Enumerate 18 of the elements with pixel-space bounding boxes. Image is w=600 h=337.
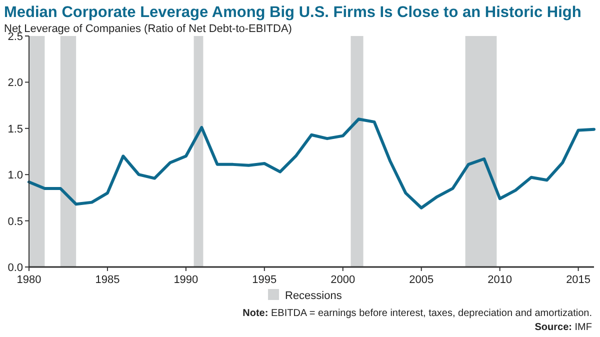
y-tick-label: 0.5 [8,216,23,228]
x-tick-label: 1990 [174,274,198,286]
y-tick-label: 2.0 [8,77,23,90]
x-tick-label: 2015 [566,274,591,286]
x-tick-label: 2000 [330,274,356,286]
x-tick-label: 1985 [95,274,120,286]
chart-title: Median Corporate Leverage Among Big U.S. Firms Is Close to an Historic High [4,4,582,21]
line-series [28,118,596,210]
x-tick-label: 1980 [16,274,42,286]
y-tick-label: 0.0 [8,262,23,274]
x-tick-label: 2010 [488,274,512,286]
y-tick-label: 1.0 [8,170,23,182]
text: Note: EBITDA = earnings before interest, taxes, depreciation and amortization. [242,308,592,319]
x-tick-label: 1995 [252,274,277,286]
source-note: Source: IMF [534,322,592,333]
x-tick-label: 2005 [409,274,434,286]
y-tick-label: 1.5 [8,123,23,136]
legend-label: Recessions [285,290,342,302]
